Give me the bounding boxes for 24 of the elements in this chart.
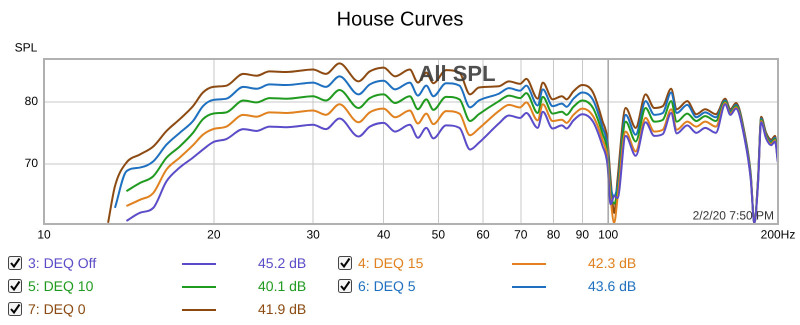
text: 3: DEQ Off [28,255,96,271]
y-axis-title: SPL [14,40,38,54]
x-tick-label: 20 [207,228,221,242]
text: 40.1 dB [258,278,306,294]
x-tick-label: 200Hz [760,228,796,242]
x-tick-label: 10 [37,228,51,242]
x-tick-label: 70 [514,228,528,242]
text: 43.6 dB [588,278,636,294]
annotation: 2/2/20 7:50 PM [692,208,774,222]
text: 45.2 dB [258,255,306,271]
x-tick-label: 30 [306,228,320,242]
text: 42.3 dB [588,255,636,271]
text: 5: DEQ 10 [28,278,94,294]
x-tick-label: 90 [576,228,590,242]
x-tick-label: 40 [376,228,391,242]
text: 4: DEQ 15 [358,255,424,271]
x-tick-label: 60 [476,228,490,242]
x-tick-label: 80 [546,228,560,242]
x-tick-label: 100 [598,228,618,242]
text: 41.9 dB [258,301,306,317]
x-tick-label: 50 [432,228,446,242]
text: 6: DEQ 5 [358,278,416,294]
chart-title: House Curves [336,8,464,31]
text: 7: DEQ 0 [28,301,86,317]
